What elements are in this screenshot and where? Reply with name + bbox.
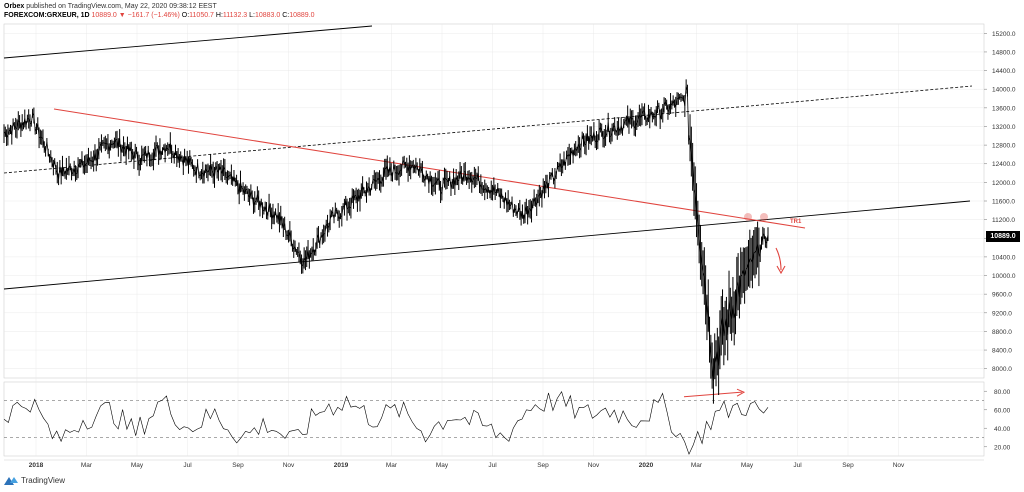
oscillator-series: [3, 390, 769, 455]
drawings: TR1: [3, 25, 973, 398]
price-tick-label: 13200.0: [992, 124, 1016, 131]
oscillator-panel-border: [3, 381, 985, 457]
x-tick-label: May: [436, 462, 449, 469]
price-tick-label: 12800.0: [992, 143, 1016, 150]
x-tick-label: Sep: [232, 462, 244, 469]
x-tick-label: Jul: [793, 462, 802, 469]
price-tick-label: 12400.0: [992, 161, 1016, 168]
x-tick-label: Mar: [386, 462, 398, 469]
symbol-line: FOREXCOM:GRXEUR, 1D 10889.0 ▼ −161.7 (−1…: [4, 11, 315, 20]
published-text: published on TradingView.com, May 22, 20…: [26, 3, 217, 10]
price-tick-label: 8400.0: [992, 348, 1012, 355]
open-value: 11050.7: [189, 12, 214, 19]
high-value: 11132.3: [222, 12, 248, 19]
trendline-label: TR1: [790, 219, 802, 225]
trendline-tr1: [53, 108, 806, 229]
publisher-line: Orbex published on TradingView.com, May …: [4, 2, 315, 11]
price-tick-label: 11200.0: [992, 217, 1015, 224]
oscillator-tick-label: 80.00: [994, 389, 1011, 396]
x-tick-label: Nov: [283, 462, 295, 469]
x-tick-label: Mar: [81, 462, 93, 469]
price-tick-label: 14400.0: [992, 68, 1016, 75]
x-tick-label: 2018: [29, 462, 44, 469]
open-label: O:: [181, 12, 190, 19]
low-label: L:: [249, 12, 255, 19]
oscillator-line: [3, 390, 769, 455]
price-tick-label: 14000.0: [992, 87, 1016, 94]
oscillator-tick-label: 20.00: [994, 444, 1011, 451]
price-tick-label: 8800.0: [992, 329, 1012, 336]
down-arrow-icon: [775, 247, 782, 271]
axes: 15200.0 14800.0 14400.0 14000.0 13600.0 13200…: [4, 31, 1016, 469]
price-tick-label: 11600.0: [992, 199, 1015, 206]
down-arrow-head-icon: [776, 265, 786, 275]
price-tick-label: 13600.0: [992, 105, 1016, 112]
price-change: ▼ −161.7 (−1.46%): [118, 12, 180, 19]
x-tick-label: Sep: [842, 462, 854, 469]
x-tick-label: Sep: [537, 462, 549, 469]
close-label: C:: [282, 12, 290, 19]
price-tick-label: 12000.0: [992, 180, 1016, 187]
x-tick-label: Nov: [893, 462, 905, 469]
lower-channel-line: [3, 200, 971, 290]
x-tick-label: 2020: [639, 462, 654, 469]
x-tick-label: Jul: [488, 462, 497, 469]
x-tick-label: Nov: [588, 462, 600, 469]
footer-brand: TradingView: [21, 476, 66, 485]
oscillator-tick-label: 40.00: [994, 426, 1011, 433]
price-tick-label: 14800.0: [992, 49, 1016, 56]
publisher-name: Orbex: [4, 3, 25, 10]
price-tick-label: 9600.0: [992, 292, 1012, 299]
footer: TradingView: [4, 476, 65, 485]
price-tick-label: 10400.0: [992, 254, 1016, 261]
price-line: [3, 86, 769, 382]
low-value: 10883.0: [254, 12, 281, 19]
price-tick-label: 9200.0: [992, 310, 1012, 317]
x-tick-label: May: [741, 462, 754, 469]
oscillator-tick-label: 60.00: [994, 407, 1011, 414]
divergence-arrow-icon: [736, 388, 746, 397]
x-tick-label: 2019: [334, 462, 349, 469]
close-value: 10889.0: [289, 12, 315, 19]
x-tick-label: May: [131, 462, 144, 469]
touch-marker: [744, 213, 752, 221]
price-tick-label: 15200.0: [992, 31, 1016, 38]
chart-header: Orbex published on TradingView.com, May …: [4, 2, 315, 20]
last-price-tag: 10889.0: [986, 231, 1020, 242]
x-tick-label: Mar: [691, 462, 703, 469]
last-price: 10889.0: [91, 12, 117, 19]
touch-marker: [760, 213, 768, 221]
price-series: [3, 79, 769, 404]
upper-channel-line: [3, 25, 373, 59]
x-tick-label: Jul: [183, 462, 192, 469]
high-label: H:: [215, 12, 223, 19]
symbol-name: FOREXCOM:GRXEUR, 1D: [4, 12, 90, 19]
price-tick-label: 8000.0: [992, 366, 1012, 373]
grid: [3, 23, 985, 457]
price-tick-label: 10000.0: [992, 273, 1016, 280]
tradingview-logo-icon: [4, 476, 18, 485]
